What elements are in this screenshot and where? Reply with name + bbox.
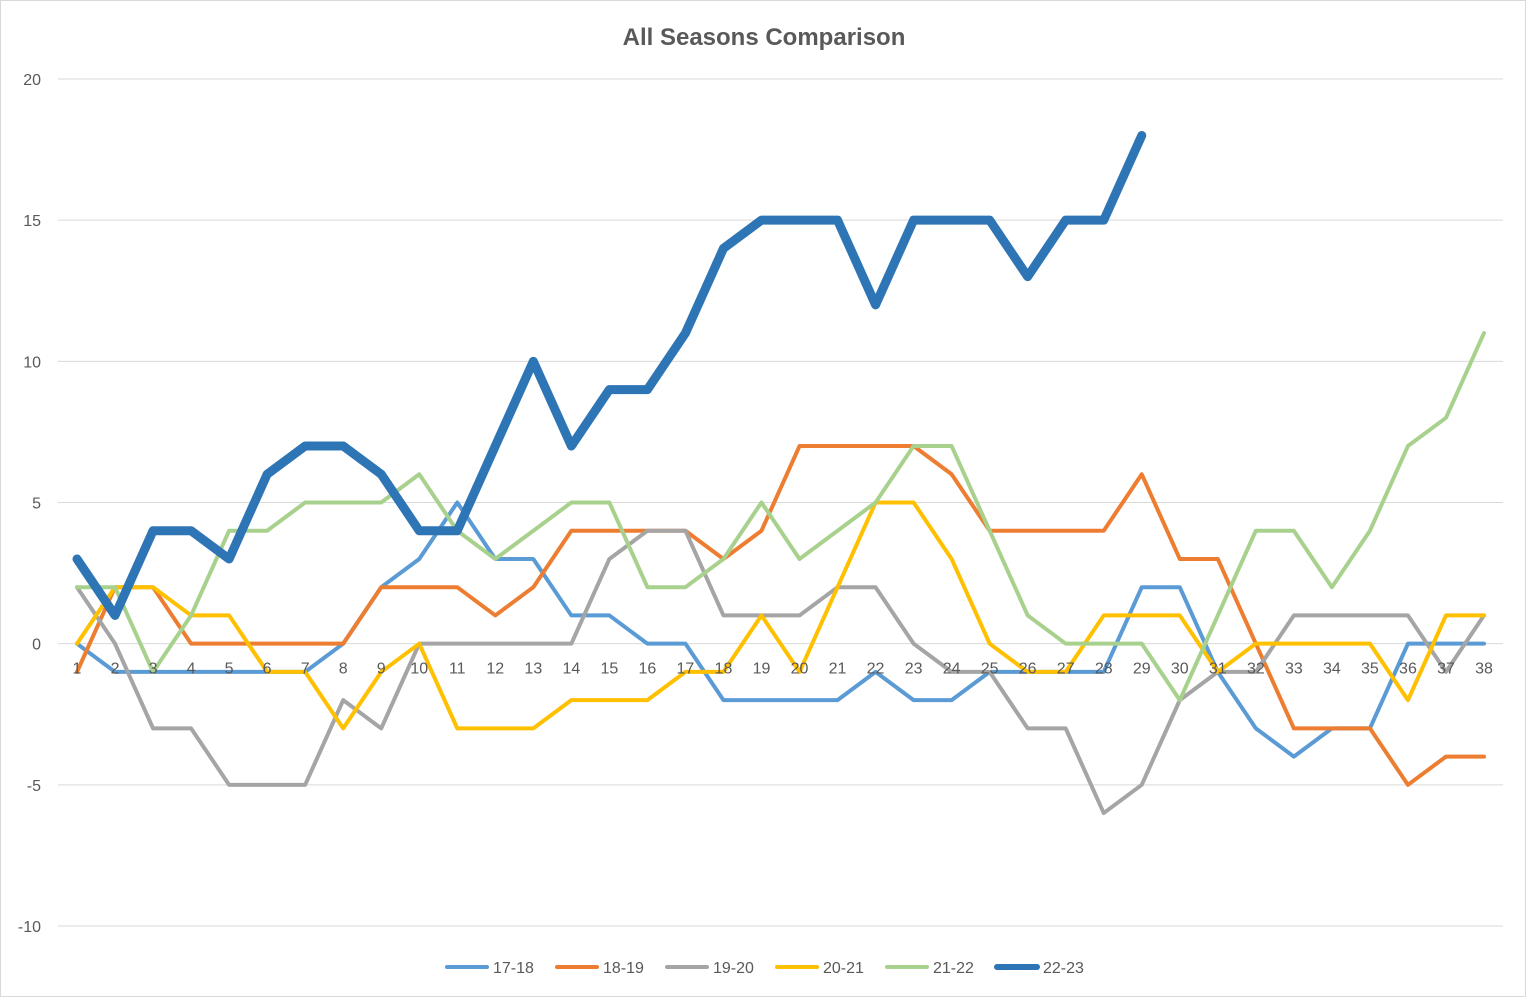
x-tick-label: 5 (225, 661, 234, 678)
x-tick-label: 12 (486, 661, 504, 678)
x-tick-label: 7 (301, 661, 310, 678)
x-tick-label: 22 (867, 661, 885, 678)
gridlines (58, 78, 1503, 927)
x-tick-label: 20 (791, 661, 809, 678)
x-tick-label: 33 (1285, 661, 1303, 678)
x-tick-label: 3 (149, 661, 158, 678)
x-tick-label: 37 (1437, 661, 1455, 678)
x-tick-label: 27 (1057, 661, 1075, 678)
x-tick-label: 8 (339, 661, 348, 678)
series-line-17-18 (75, 500, 1486, 759)
x-tick-label: 38 (1475, 661, 1493, 678)
x-tick-label: 28 (1095, 661, 1113, 678)
legend-label: 20-21 (823, 960, 864, 977)
x-tick-label: 34 (1323, 661, 1341, 678)
x-tick-label: 15 (600, 661, 618, 678)
legend: 17-18 18-19 19-20 20-21 21-22 22-23 (445, 960, 1084, 977)
series-line-18-19 (75, 444, 1486, 787)
legend-label: 22-23 (1043, 960, 1084, 977)
series-line-21-22 (75, 331, 1486, 703)
x-tick-label: 23 (905, 661, 923, 678)
x-tick-label: 26 (1019, 661, 1037, 678)
x-tick-label: 16 (639, 661, 657, 678)
x-tick-label: 24 (943, 661, 961, 678)
series-line-20-21 (75, 500, 1486, 731)
x-tick-label: 30 (1171, 661, 1189, 678)
series-line-19-20 (75, 528, 1486, 816)
x-tick-label: 2 (111, 661, 120, 678)
x-tick-label: 17 (677, 661, 695, 678)
y-tick-label: 0 (32, 637, 41, 654)
x-tick-label: 9 (377, 661, 386, 678)
x-tick-label: 35 (1361, 661, 1379, 678)
x-tick-label: 13 (524, 661, 542, 678)
x-tick-label: 31 (1209, 661, 1227, 678)
series-lines (72, 130, 1486, 816)
x-axis-ticks: 1 2 3 4 5 6 7 8 9 10 11 12 13 14 15 16 17 18 19 20 21 22 23 24 2… (73, 661, 1493, 678)
x-tick-label: 25 (981, 661, 999, 678)
x-tick-label: 6 (263, 661, 272, 678)
x-tick-label: 4 (187, 661, 196, 678)
x-tick-label: 1 (73, 661, 82, 678)
legend-label: 17-18 (493, 960, 534, 977)
y-tick-label: 10 (23, 354, 41, 371)
y-axis-ticks: 20 15 10 5 0 -5 -10 (18, 72, 41, 936)
y-tick-label: -10 (18, 919, 41, 936)
y-tick-label: -5 (27, 778, 41, 795)
y-tick-label: 20 (23, 72, 41, 89)
x-tick-label: 29 (1133, 661, 1151, 678)
chart-title: All Seasons Comparison (623, 24, 906, 51)
legend-label: 21-22 (933, 960, 974, 977)
y-tick-label: 5 (32, 496, 41, 513)
x-tick-label: 32 (1247, 661, 1265, 678)
y-tick-label: 15 (23, 213, 41, 230)
x-tick-label: 21 (829, 661, 847, 678)
x-tick-label: 10 (410, 661, 428, 678)
legend-label: 19-20 (713, 960, 754, 977)
x-tick-label: 11 (449, 661, 466, 678)
x-tick-label: 14 (562, 661, 580, 678)
x-tick-label: 19 (753, 661, 771, 678)
x-tick-label: 36 (1399, 661, 1417, 678)
series-line-22-23 (72, 130, 1147, 620)
x-tick-label: 18 (715, 661, 733, 678)
legend-label: 18-19 (603, 960, 644, 977)
